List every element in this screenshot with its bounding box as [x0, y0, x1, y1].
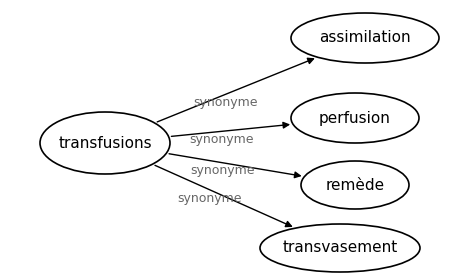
- Text: synonyme: synonyme: [177, 192, 241, 205]
- Ellipse shape: [301, 161, 409, 209]
- Text: synonyme: synonyme: [194, 96, 258, 109]
- Text: assimilation: assimilation: [319, 31, 411, 45]
- Text: transfusions: transfusions: [58, 136, 152, 150]
- Text: transvasement: transvasement: [282, 241, 397, 255]
- Ellipse shape: [260, 224, 420, 272]
- Text: perfusion: perfusion: [319, 111, 391, 125]
- Text: synonyme: synonyme: [189, 133, 254, 146]
- Ellipse shape: [291, 93, 419, 143]
- Ellipse shape: [40, 112, 170, 174]
- Text: synonyme: synonyme: [191, 164, 255, 177]
- Text: remède: remède: [325, 177, 384, 192]
- Ellipse shape: [291, 13, 439, 63]
